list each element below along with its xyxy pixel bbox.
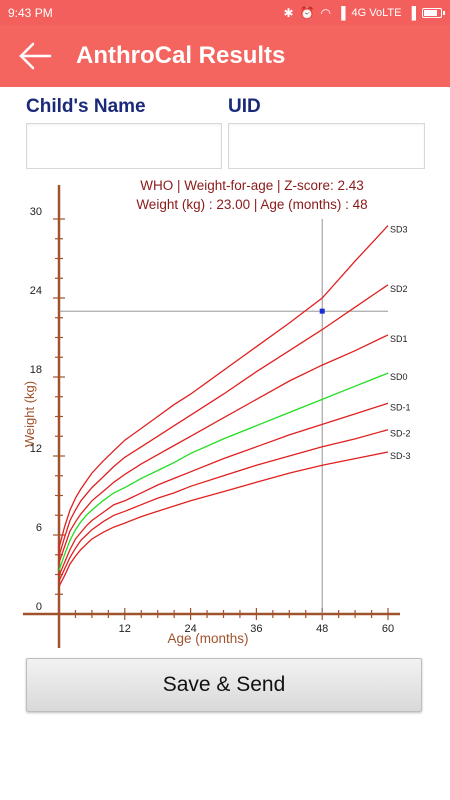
chart-header-line2: Weight (kg) : 23.00 | Age (months) : 48 bbox=[136, 197, 367, 212]
bluetooth-icon: ✱ bbox=[283, 5, 294, 20]
uid-field-box bbox=[228, 123, 425, 169]
y-tick-label: 6 bbox=[36, 522, 42, 534]
signal-icon-2: ▐ bbox=[407, 5, 416, 20]
series-line-sd-3 bbox=[58, 451, 389, 587]
status-time: 9:43 PM bbox=[8, 5, 53, 20]
y-axis-label: Weight (kg) bbox=[22, 381, 37, 447]
uid-field[interactable] bbox=[229, 124, 424, 168]
series-label-sd-1: SD-1 bbox=[390, 402, 411, 412]
battery-icon bbox=[422, 7, 445, 18]
series-line-sd-2 bbox=[58, 429, 389, 582]
series-line-sd2 bbox=[58, 284, 389, 557]
x-tick-label: 24 bbox=[184, 623, 196, 635]
growth-chart: WHO | Weight-for-age | Z-score: 2.43 Wei… bbox=[0, 172, 450, 652]
series-label-sd2: SD2 bbox=[390, 284, 408, 294]
wifi-icon: ◠ bbox=[320, 5, 332, 20]
child-name-field-box bbox=[26, 123, 222, 169]
signal-icon: ▐ bbox=[337, 5, 346, 20]
back-button[interactable] bbox=[0, 25, 70, 87]
x-tick-label: 36 bbox=[250, 623, 262, 635]
page-title: AnthroCal Results bbox=[76, 42, 286, 69]
series-line-sd1 bbox=[58, 334, 389, 563]
arrow-left-icon bbox=[19, 42, 52, 70]
series-label-sd3: SD3 bbox=[390, 225, 408, 235]
y-tick-label: 0 bbox=[36, 601, 42, 613]
series-label-sd-3: SD-3 bbox=[390, 451, 411, 461]
weight-for-age-chart: WHO | Weight-for-age | Z-score: 2.43 Wei… bbox=[22, 178, 411, 648]
app-bar: AnthroCal Results bbox=[0, 25, 450, 87]
x-tick-label: 48 bbox=[316, 623, 328, 635]
save-send-button[interactable]: Save & Send bbox=[26, 658, 422, 712]
network-label: 4G VoLTE bbox=[351, 6, 402, 19]
series-line-sd3 bbox=[58, 225, 389, 549]
series-label-sd0: SD0 bbox=[390, 372, 408, 382]
x-tick-label: 12 bbox=[119, 623, 131, 635]
uid-label: UID bbox=[228, 96, 261, 117]
series-line-sd-1 bbox=[58, 402, 389, 577]
y-tick-label: 18 bbox=[30, 364, 42, 376]
alarm-icon: ⏰ bbox=[299, 5, 315, 20]
series-label-sd1: SD1 bbox=[390, 334, 408, 344]
y-tick-label: 24 bbox=[30, 285, 42, 297]
series-label-sd-2: SD-2 bbox=[390, 429, 411, 439]
chart-header-line1: WHO | Weight-for-age | Z-score: 2.43 bbox=[140, 178, 364, 193]
x-axis-label: Age (months) bbox=[167, 631, 248, 646]
x-tick-label: 60 bbox=[382, 623, 394, 635]
child-name-label: Child's Name bbox=[26, 96, 146, 117]
status-icons: ✱ ⏰ ◠ ▐ 4G VoLTE ▐ bbox=[283, 5, 445, 20]
child-name-field[interactable] bbox=[27, 124, 221, 168]
y-tick-label: 12 bbox=[30, 443, 42, 455]
data-point-marker bbox=[319, 308, 325, 314]
series-line-sd0 bbox=[58, 372, 389, 571]
y-tick-label: 30 bbox=[30, 206, 42, 218]
status-bar: 9:43 PM ✱ ⏰ ◠ ▐ 4G VoLTE ▐ bbox=[0, 0, 450, 25]
